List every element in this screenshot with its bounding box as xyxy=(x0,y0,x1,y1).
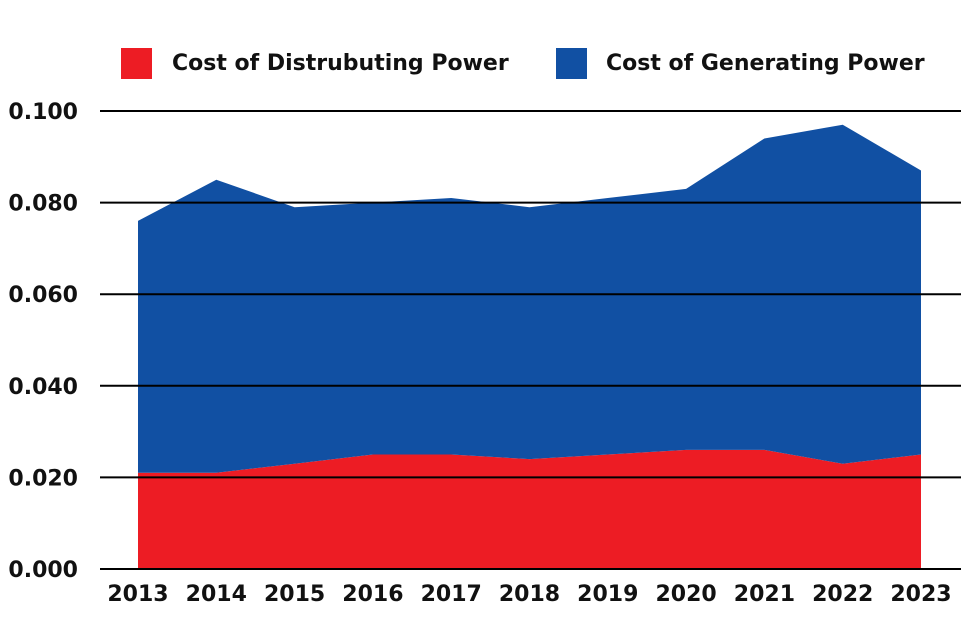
plot-areas xyxy=(138,124,921,569)
legend: Cost of Distrubuting Power Cost of Gener… xyxy=(121,48,925,79)
y-tick-label: 0.060 xyxy=(8,283,78,308)
x-tick-label: 2019 xyxy=(577,582,638,607)
x-tick-label: 2021 xyxy=(734,582,795,607)
x-tick-label: 2016 xyxy=(342,582,403,607)
x-tick-label: 2015 xyxy=(264,582,325,607)
legend-label-generating: Cost of Generating Power xyxy=(606,51,925,76)
x-tick-label: 2017 xyxy=(421,582,482,607)
y-tick-label: 0.040 xyxy=(8,375,78,400)
y-tick-label: 0.020 xyxy=(8,466,78,491)
x-tick-label: 2014 xyxy=(186,582,247,607)
x-tick-label: 2018 xyxy=(499,582,560,607)
x-tick-label: 2020 xyxy=(655,582,716,607)
legend-swatch-generating xyxy=(556,48,587,79)
y-tick-label: 0.100 xyxy=(8,100,78,125)
x-tick-label: 2013 xyxy=(107,582,168,607)
area-cost-of-distrubuting-power xyxy=(138,449,921,569)
area-cost-of-generating-power xyxy=(138,124,921,473)
x-axis-ticks: 2013 2014 2015 2016 2017 2018 2019 2020 2021 2022… xyxy=(107,582,951,607)
y-tick-label: 0.080 xyxy=(8,192,78,217)
gridlines xyxy=(100,110,961,570)
y-axis-ticks: 0.000 0.020 0.040 0.060 0.080 0.100 xyxy=(8,100,78,583)
legend-swatch-distributing xyxy=(121,48,152,79)
x-tick-label: 2022 xyxy=(812,582,873,607)
x-tick-label: 2023 xyxy=(890,582,951,607)
y-tick-label: 0.000 xyxy=(8,558,78,583)
legend-label-distributing: Cost of Distrubuting Power xyxy=(172,51,509,76)
